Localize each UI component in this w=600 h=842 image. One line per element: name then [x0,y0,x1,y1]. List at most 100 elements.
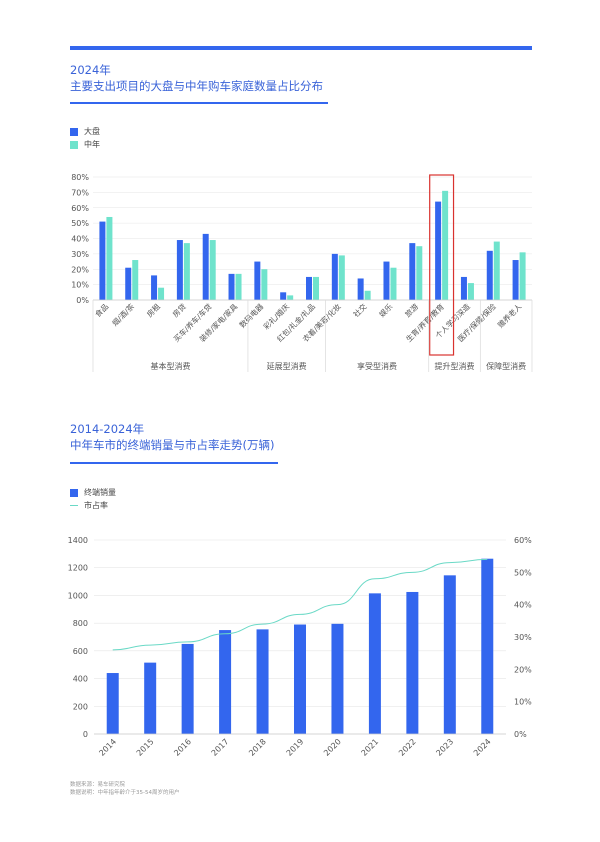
chart2-share-line [112,558,488,651]
header-accent-bar [70,46,532,50]
chart1-svg: 0%10%20%30%40%50%60%70%80%食品 烟/酒/茶 房租 房贷买车/… [71,173,533,372]
chart1-bar [132,260,139,300]
chart1-x-tick-label: 赡养老人 [495,301,524,330]
chart2-year: 2014-2024年 [70,422,145,436]
chart1-bar [106,216,113,300]
chart2-legend-item-share: 市占率 [70,499,116,512]
chart2-x-tick-label: 2023 [434,737,455,758]
chart1-bar [261,269,268,300]
chart2-bar [144,662,157,734]
chart1-bar [183,243,190,300]
chart1-bar [512,260,519,300]
chart1-title-underline [70,102,328,104]
chart2-y-left-tick-label: 1400 [68,536,88,545]
chart2-y-right-tick-label: 30% [514,633,532,642]
source-note: 数据来源：易车研究院 数据说明：中年指年龄介于35-54周岁的用户 [70,781,179,797]
chart1-bar [306,276,312,300]
chart2-y-right-tick-label: 0% [514,730,527,739]
chart2-x-tick-label: 2016 [172,737,193,758]
chart2-x-tick-label: 2015 [135,737,156,758]
chart1-bar [486,250,493,300]
chart2-legend-item-sales: 终端销量 [70,486,116,499]
chart1-y-tick-label: 40% [71,235,89,244]
chart1-bar [228,273,235,300]
chart1-bar [409,243,416,300]
chart1-bar [313,276,319,300]
chart1-y-tick-label: 50% [71,219,89,228]
chart2-y-right-tick-label: 20% [514,665,532,674]
chart1-group-label: 提升型消费 [435,361,475,371]
chart1-bar [99,221,106,300]
chart1-bar [364,290,371,300]
chart1-bar [254,261,261,300]
chart1-bar [287,295,294,300]
chart1-bar [383,261,390,300]
legend-label: 市占率 [84,501,108,510]
chart1-legend: 大盘 中年 [70,125,100,151]
chart2-legend: 终端销量 市占率 [70,486,116,512]
legend-label: 中年 [84,140,100,149]
chart1-bar [435,201,442,300]
chart2-bar [406,591,419,734]
chart2-bar [368,593,381,734]
chart1-y-tick-label: 20% [71,265,89,274]
chart2-y-left-tick-label: 0 [83,730,88,739]
chart2-bar [481,558,494,734]
chart1-bar [151,275,158,300]
chart1-bar [442,190,449,300]
chart2-x-tick-label: 2019 [285,737,306,758]
chart1-bar [460,276,467,300]
chart1-y-tick-label: 70% [71,188,89,197]
legend-swatch [70,488,78,497]
chart1-bar [125,267,132,300]
chart1-x-tick-label: 娱乐 [377,301,395,319]
chart2-y-right-tick-label: 60% [514,536,532,545]
chart1-bar [235,273,242,300]
chart2-x-tick-label: 2017 [210,737,231,758]
legend-swatch [70,140,78,149]
legend-label: 终端销量 [84,488,116,497]
chart2-bar [294,624,306,734]
chart2-bar [331,623,344,734]
chart2-x-tick-label: 2014 [97,737,118,758]
chart1-group-label: 享受型消费 [357,361,397,371]
chart2-x-tick-label: 2021 [360,737,381,758]
chart2-y-right-tick-label: 50% [514,568,532,577]
chart2-y-left-tick-label: 800 [73,619,88,628]
chart2-y-left-tick-label: 1000 [68,591,88,600]
chart2-y-left-tick-label: 600 [73,647,88,656]
chart1-title: 主要支出项目的大盘与中年购车家庭数量占比分布 [70,79,323,93]
chart1-bar [280,292,287,300]
chart2-bar [106,673,119,734]
chart1-bar [493,241,500,300]
chart2-svg: 0 200 400 600 800 1000 1200 1400 0% 10% 20% 30% 40% 5… [68,536,533,758]
chart1-legend-item-zhongnian: 中年 [70,138,100,151]
chart2-x-tick-label: 2020 [322,737,343,758]
chart1-x-tick-label: 食品 [93,301,111,319]
chart1-bar [209,240,216,300]
chart1-x-tick-label: 房贷 [170,301,188,319]
chart1-y-tick-label: 30% [71,250,89,259]
chart1-group-label: 基本型消费 [150,361,190,371]
legend-swatch [70,127,78,136]
chart2-y-left-tick-label: 200 [73,702,88,711]
chart1-bar [467,283,474,300]
chart1-y-tick-label: 10% [71,281,89,290]
chart2-x-tick-label: 2022 [397,737,418,758]
chart1-legend-item-dapan: 大盘 [70,125,100,138]
chart1-bar [519,252,526,300]
chart2-x-tick-label: 2024 [472,737,493,758]
chart1-x-tick-label: 旅游 [403,301,421,319]
chart1-bar [416,246,423,300]
legend-line-swatch [70,505,78,506]
chart1-year: 2024年 [70,63,111,77]
chart1-x-tick-label: 房租 [144,301,162,319]
chart2-y-left-tick-label: 400 [73,675,88,684]
chart2-bar [219,630,232,734]
chart2-title: 中年车市的终端销量与市占率走势(万辆) [70,438,275,452]
chart1-bar [390,267,397,300]
source-line: 数据来源：易车研究院 [70,782,126,788]
chart1-group-label: 延展型消费 [267,361,307,371]
chart2-bar [443,575,456,734]
chart2-x-tick-label: 2018 [247,737,268,758]
